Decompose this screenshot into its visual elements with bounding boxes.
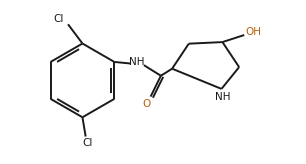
Text: NH: NH [215,92,231,102]
Text: Cl: Cl [53,13,64,23]
Text: Cl: Cl [82,138,92,148]
Text: OH: OH [245,27,261,37]
Text: NH: NH [129,57,145,67]
Text: O: O [143,99,151,109]
